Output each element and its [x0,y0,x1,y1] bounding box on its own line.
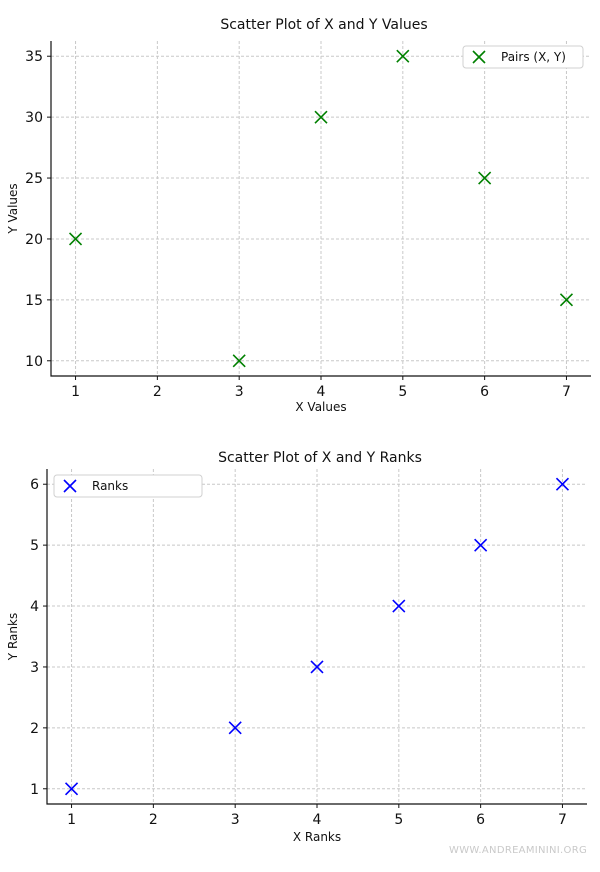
y-tick-label: 5 [30,538,39,554]
series-points [64,477,570,796]
x-tick-label: 5 [394,812,403,828]
y-tick-label: 2 [30,721,39,737]
y-tick-label: 15 [25,293,43,309]
x-tick-label: 1 [67,812,76,828]
x-tick-label: 7 [562,384,571,400]
chart-2: 1 2 3 4 5 6 7 1 2 3 4 5 6 Scatter Plot of X and Y Ran… [6,450,587,844]
y-axis-label: Y Ranks [6,613,20,661]
x-tick-label: 2 [153,384,162,400]
y-tick-label: 6 [30,477,39,493]
legend: Ranks [53,474,203,498]
legend-marker [472,50,486,64]
y-tick-label: 1 [30,782,39,798]
x-tick-label: 3 [235,384,244,400]
watermark-text: WWW.ANDREAMININI.ORG [449,845,588,856]
legend-box [53,474,203,498]
x-tick-label: 4 [313,812,322,828]
data-point [396,49,410,63]
data-point [555,477,570,491]
x-tick-label: 6 [476,812,485,828]
legend-marker [63,479,77,493]
data-point [392,599,406,613]
axes-spines [46,469,587,805]
gridlines [47,469,587,804]
x-tick-label: 2 [149,812,158,828]
y-tick-label: 4 [30,599,39,615]
legend: Pairs (X, Y) [462,45,584,69]
series-points [68,49,574,368]
y-tick-label: 30 [25,110,43,126]
y-axis-label: Y Values [6,183,20,234]
x-tick-label: 5 [398,384,407,400]
x-axis-label: X Ranks [293,830,341,844]
data-point [474,538,488,552]
data-point [228,721,242,735]
y-tick-label: 25 [25,171,43,187]
data-point [68,232,83,246]
data-point [314,110,328,124]
data-point [232,354,246,368]
x-axis-label: X Values [295,400,346,414]
axes-spines [50,41,591,377]
data-point [478,171,492,185]
chart-1: 1 2 3 4 5 6 7 10 15 20 25 30 35 Scatter Plot of X and… [6,17,591,414]
x-tick-label: 7 [558,812,567,828]
x-tick-label: 3 [231,812,240,828]
legend-label: Ranks [92,479,128,493]
legend-label: Pairs (X, Y) [501,50,566,64]
data-point [64,782,79,796]
chart-title: Scatter Plot of X and Y Ranks [218,450,422,466]
gridlines [51,41,591,376]
y-tick-label: 10 [25,354,43,370]
data-point [310,660,324,674]
y-tick-label: 35 [25,49,43,65]
x-tick-label: 4 [317,384,326,400]
y-tick-label: 20 [25,232,43,248]
data-point [559,293,574,307]
x-tick-label: 1 [71,384,80,400]
legend-box [462,45,584,69]
chart-title: Scatter Plot of X and Y Values [220,17,427,33]
y-tick-label: 3 [30,660,39,676]
x-tick-label: 6 [480,384,489,400]
